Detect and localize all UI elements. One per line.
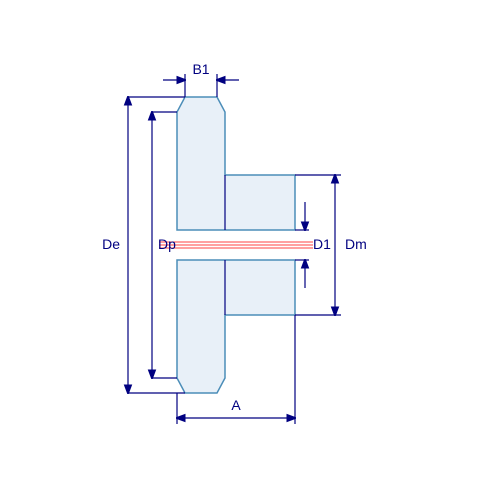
dim-label: D1 [313,236,331,252]
dim-label: B1 [192,61,209,77]
dim-label: Dp [158,236,176,252]
dim-label: De [102,236,120,252]
sprocket-lower-half [177,260,295,393]
dim-label: Dm [345,236,367,252]
sprocket-cross-section-diagram: B1 De Dp D1 Dm A [0,0,500,500]
sprocket-upper-half [177,97,295,230]
dim-label: A [231,397,241,413]
